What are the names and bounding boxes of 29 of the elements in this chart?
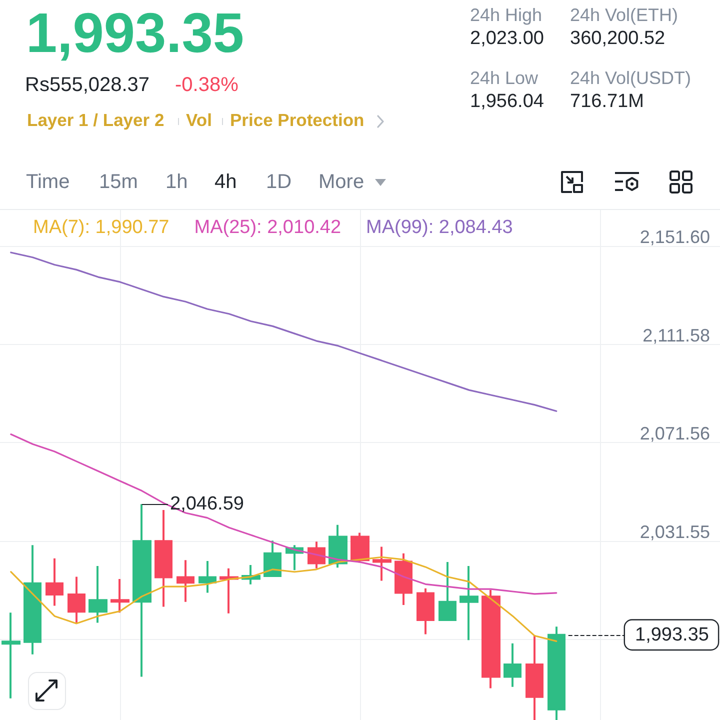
text: MA(99): 2,084.43 [366, 217, 513, 238]
text: Price Protection [230, 110, 364, 130]
annotation: 2,046.59 [170, 494, 244, 515]
text: Layer 1 / Layer 2 [27, 110, 164, 130]
text: 1D [266, 171, 292, 194]
text: 24h Vol(ETH) [570, 4, 678, 25]
text: 24h Low [470, 68, 538, 88]
text: 1,956.04 [470, 91, 544, 112]
text: Time [26, 171, 70, 194]
text: MA(25): 2,010.42 [194, 217, 342, 238]
text: 24h High [470, 4, 542, 25]
y-tick-label: 2,071.56 [640, 424, 710, 444]
ref-line-label: 1,993.35 [635, 624, 709, 646]
text: 1h [166, 171, 188, 194]
chart-title: 1,993.35 [26, 0, 244, 64]
text: More [318, 171, 364, 194]
text: Rs555,028.37 [25, 74, 150, 96]
text: 360,200.52 [570, 28, 666, 50]
y-tick-label: 2,031.55 [640, 522, 710, 542]
text: 2,023.00 [470, 28, 544, 50]
text: 4h [214, 171, 237, 194]
y-tick-label: 2,151.60 [640, 227, 710, 248]
text: 24h Vol(USDT) [570, 68, 692, 88]
text: MA(7): 1,990.77 [33, 217, 170, 238]
y-tick-label: 2,111.58 [642, 325, 710, 346]
text: Vol [186, 110, 212, 130]
text: 716.71M [570, 91, 644, 112]
text: -0.38% [175, 74, 238, 96]
text: 15m [99, 171, 138, 194]
